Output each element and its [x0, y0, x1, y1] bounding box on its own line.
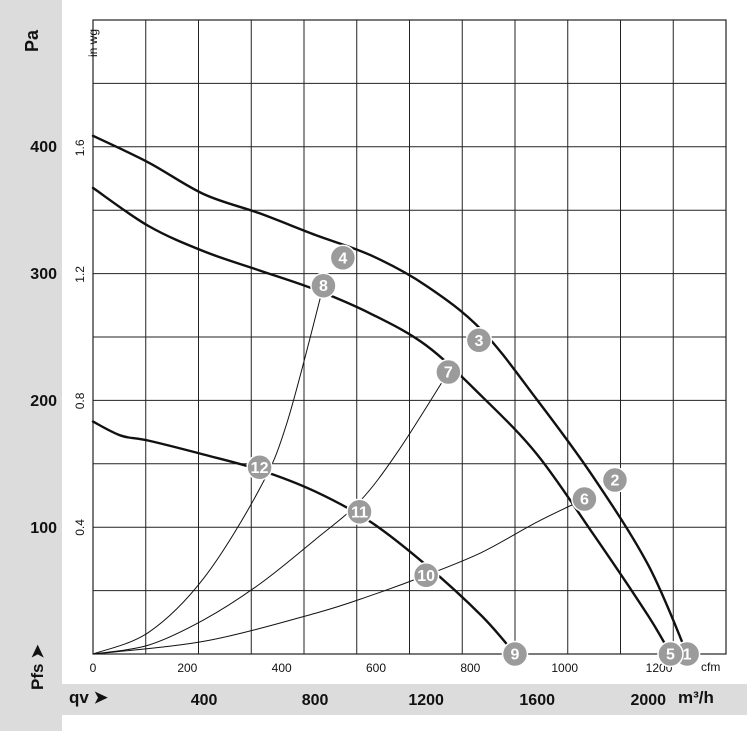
marker-label: 3 [474, 333, 483, 350]
marker-5: 5 [657, 640, 684, 668]
m3h-tick-label: 1200 [408, 692, 444, 709]
marker-11: 11 [346, 498, 373, 526]
marker-label: 9 [511, 647, 520, 664]
m3h-tick-label: 1600 [519, 692, 555, 709]
pa-tick-label: 200 [30, 393, 57, 410]
marker-8: 8 [310, 272, 337, 299]
cfm-tick-label: 200 [177, 661, 197, 675]
inwg-tick-label: 0.4 [73, 519, 87, 536]
curves [91, 134, 689, 656]
marker-label: 5 [666, 647, 675, 664]
m3h-tick-label: 800 [302, 692, 329, 709]
marker-label: 7 [444, 365, 453, 382]
marker-label: 8 [319, 278, 328, 295]
marker-label: 6 [580, 492, 589, 509]
cfm-tick-label: 800 [460, 661, 480, 675]
pressure-pa-unit: Pa [22, 29, 42, 52]
marker-10: 10 [412, 562, 440, 589]
marker-circle [657, 640, 684, 668]
inwg-tick-label: 1.6 [73, 139, 87, 156]
cfm-tick-label: 400 [272, 661, 292, 675]
marker-circle [246, 454, 273, 481]
y-axis-label: Pfs ➤ [28, 644, 47, 690]
bottom-axis-band [0, 684, 747, 715]
marker-3: 3 [465, 327, 493, 354]
marker-circle [601, 466, 629, 494]
marker-circle [346, 498, 373, 526]
inwg-tick-label: 1.2 [73, 266, 87, 283]
marker-label: 2 [610, 473, 619, 490]
marker-9: 9 [501, 640, 529, 668]
fan-curve-A [91, 134, 689, 656]
marker-circle [435, 358, 462, 386]
x-axis-label: qv ➤ [69, 688, 108, 707]
fan-curve-C [91, 420, 517, 656]
marker-label: 4 [338, 250, 347, 267]
left-axis-band [0, 0, 62, 731]
flow-cfm-unit: cfm [701, 660, 721, 674]
marker-label: 1 [683, 647, 692, 664]
tick-labels: 100 200 300 400 0.4 0.8 1.2 1.6 0 200 400 600 800 100… [30, 139, 672, 709]
marker-12: 12 [246, 454, 273, 481]
inwg-tick-label: 0.8 [73, 392, 87, 409]
marker-7: 7 [435, 358, 462, 386]
m3h-tick-label: 2000 [630, 692, 666, 709]
marker-circle [310, 272, 337, 299]
cfm-tick-label: 0 [90, 661, 97, 675]
flow-m3h-unit: m³/h [678, 688, 714, 707]
cfm-tick-label: 1000 [551, 661, 578, 675]
marker-2: 2 [601, 466, 629, 494]
system-curve-12 [92, 285, 324, 655]
marker-circle [465, 327, 493, 354]
pa-tick-label: 100 [30, 520, 57, 537]
marker-label: 11 [351, 504, 368, 521]
marker-circle [412, 562, 440, 589]
marker-6: 6 [571, 485, 598, 513]
marker-circle [501, 640, 529, 668]
cfm-tick-label: 600 [366, 661, 386, 675]
system-curve-10 [92, 498, 585, 655]
pa-tick-label: 300 [30, 266, 57, 283]
marker-circle [329, 244, 357, 272]
m3h-tick-label: 400 [191, 692, 218, 709]
pa-tick-label: 400 [30, 139, 57, 156]
marker-4: 4 [329, 244, 357, 272]
marker-label: 12 [251, 460, 269, 477]
marker-label: 10 [417, 568, 435, 585]
system-curve-11 [92, 371, 449, 655]
fan-curve-B [91, 186, 672, 656]
pressure-inwg-unit: in wg [86, 28, 100, 57]
grid [92, 19, 727, 655]
marker-circle [571, 485, 598, 513]
